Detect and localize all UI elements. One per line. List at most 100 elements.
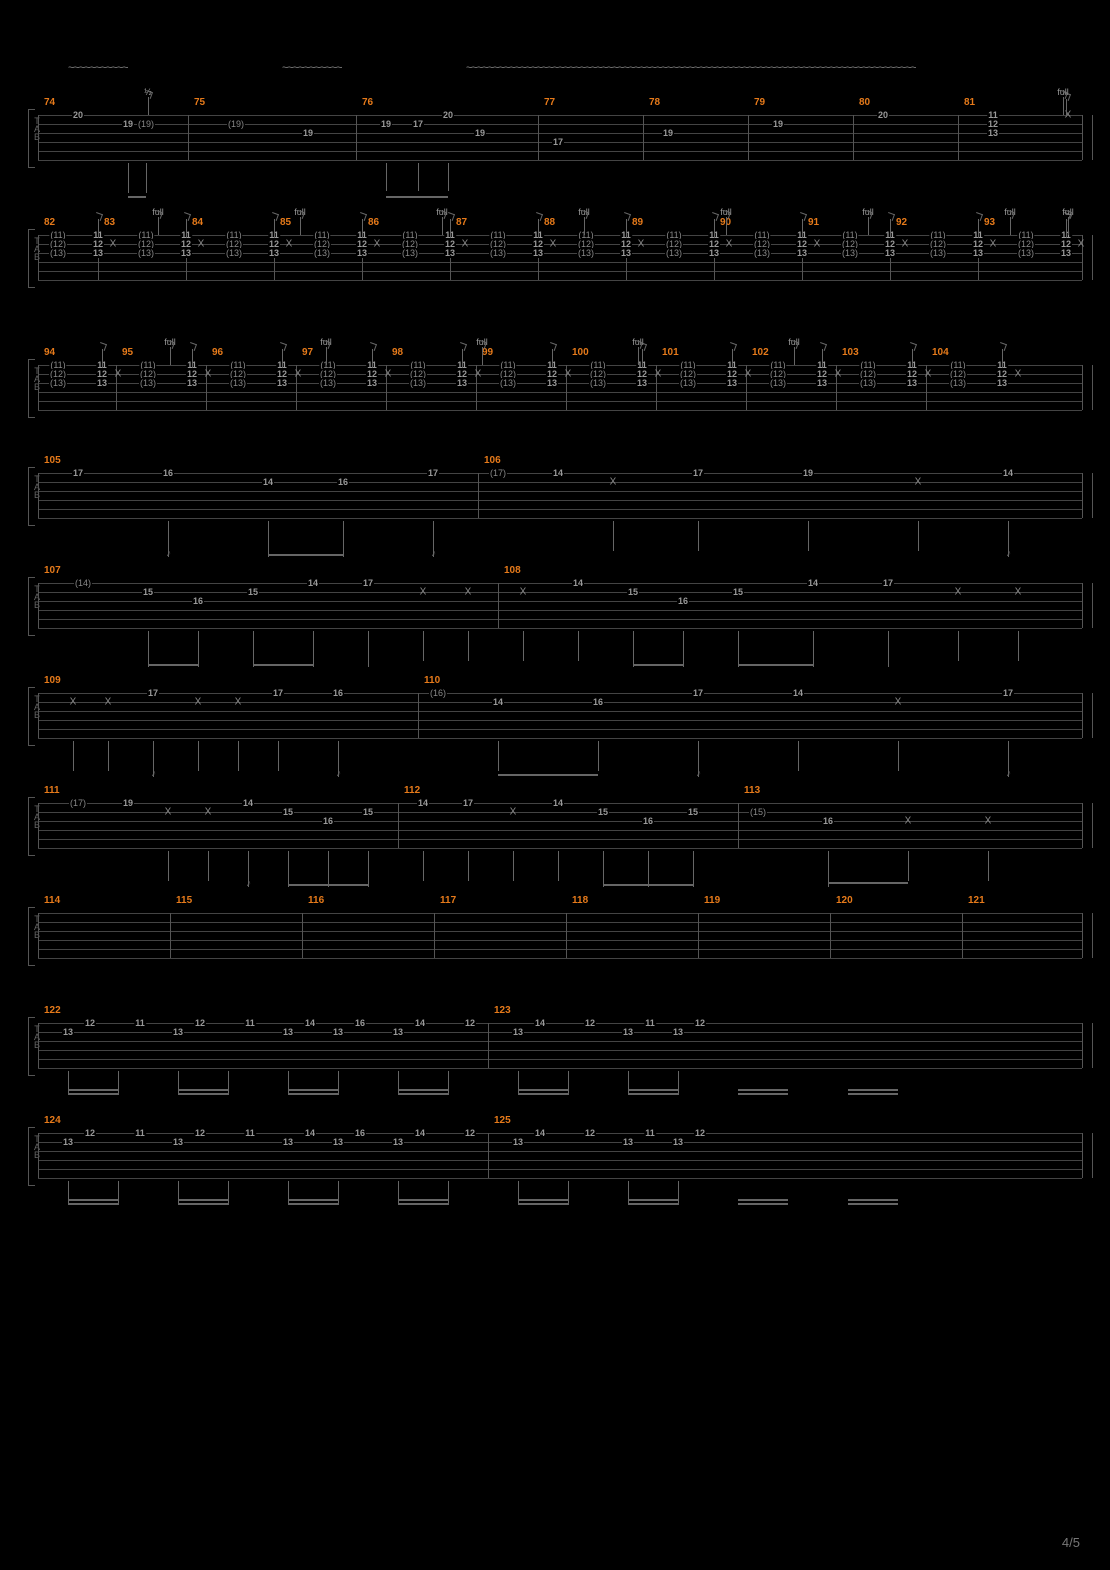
bend-arrow bbox=[170, 347, 171, 365]
beam bbox=[738, 1203, 788, 1205]
beam bbox=[68, 1203, 118, 1205]
fret-number: 16 bbox=[162, 468, 174, 478]
note-stem bbox=[198, 631, 199, 667]
muted-note: X bbox=[955, 587, 962, 598]
fret-number: 16 bbox=[354, 1018, 366, 1028]
muted-note: X bbox=[814, 239, 821, 250]
tab-page: ~~~~~~~~~~~~~~~~~~~~~~~~~~~~~~~~~~~~~~~~… bbox=[0, 0, 1110, 1570]
bend-arrow bbox=[1068, 217, 1069, 235]
staff-line bbox=[38, 410, 1082, 411]
grace-stem bbox=[362, 219, 363, 237]
tab-system: TAB109110XX17XX1716(16)14161714X17♪♪♪♪ bbox=[28, 675, 1082, 778]
fret-number: (13) bbox=[679, 378, 697, 388]
note-stem bbox=[118, 1071, 119, 1095]
measure-number: 86 bbox=[368, 217, 379, 228]
fret-number: (17) bbox=[69, 798, 87, 808]
fret-number: 16 bbox=[192, 596, 204, 606]
beam bbox=[738, 1199, 788, 1201]
note-stem bbox=[178, 1181, 179, 1205]
fret-number: 11 bbox=[134, 1128, 146, 1138]
fret-number: 16 bbox=[337, 477, 349, 487]
staff-line bbox=[38, 592, 1082, 593]
fret-number: 17 bbox=[362, 578, 374, 588]
vibrato-mark: ~~~~~~~~~~~~ bbox=[68, 62, 128, 74]
tab-staff: TAB107108(14)1516151417XXX141516151417XX bbox=[38, 583, 1082, 628]
barline bbox=[356, 115, 357, 160]
bend-arrow bbox=[300, 217, 301, 235]
tab-system: TAB949596979899100101102103104(11)11(12)… bbox=[28, 335, 1082, 450]
staff-line bbox=[38, 738, 1082, 739]
barline bbox=[698, 913, 699, 958]
fret-number: 13 bbox=[282, 1027, 294, 1037]
measure-number: 108 bbox=[504, 565, 521, 576]
muted-note: X bbox=[895, 697, 902, 708]
muted-note: X bbox=[465, 587, 472, 598]
measure-number: 98 bbox=[392, 347, 403, 358]
staff-line bbox=[38, 518, 1082, 519]
fret-number: 11 bbox=[134, 1018, 146, 1028]
fret-number: 14 bbox=[307, 578, 319, 588]
staff-line bbox=[38, 711, 1082, 712]
measure-number: 74 bbox=[44, 97, 55, 108]
barline bbox=[38, 365, 39, 410]
staff-line bbox=[38, 628, 1082, 629]
note-stem bbox=[128, 163, 129, 193]
measure-number: 89 bbox=[632, 217, 643, 228]
measure-number: 84 bbox=[192, 217, 203, 228]
note-stem bbox=[918, 521, 919, 551]
staff-line bbox=[38, 812, 1082, 813]
muted-note: X bbox=[385, 369, 392, 380]
tab-staff: TAB828384858687888990919293(11)11(12)12(… bbox=[38, 235, 1082, 280]
fret-number: (15) bbox=[749, 807, 767, 817]
fret-number: 15 bbox=[732, 587, 744, 597]
staff-line bbox=[38, 729, 1082, 730]
bend-arrow bbox=[158, 217, 159, 235]
fret-number: 13 bbox=[186, 378, 198, 388]
fret-number: (13) bbox=[409, 378, 427, 388]
note-stem bbox=[423, 851, 424, 881]
fret-number: 13 bbox=[268, 248, 280, 258]
note-stem bbox=[448, 1181, 449, 1205]
measure-number: 79 bbox=[754, 97, 765, 108]
measure-number: 103 bbox=[842, 347, 859, 358]
fret-number: 16 bbox=[332, 688, 344, 698]
note-stem bbox=[468, 851, 469, 881]
fret-number: 13 bbox=[906, 378, 918, 388]
muted-note: X bbox=[374, 239, 381, 250]
beam bbox=[848, 1093, 898, 1095]
fret-number: 19 bbox=[772, 119, 784, 129]
fret-number: 17 bbox=[552, 137, 564, 147]
measure-number: 91 bbox=[808, 217, 819, 228]
fret-number: (13) bbox=[859, 378, 877, 388]
tab-staff: TAB949596979899100101102103104(11)11(12)… bbox=[38, 365, 1082, 410]
muted-note: X bbox=[985, 816, 992, 827]
fret-number: (13) bbox=[1017, 248, 1035, 258]
staff-line bbox=[38, 821, 1082, 822]
note-stem bbox=[1018, 631, 1019, 661]
fret-number: 20 bbox=[877, 110, 889, 120]
tab-system: TAB828384858687888990919293(11)11(12)12(… bbox=[28, 205, 1082, 320]
note-stem bbox=[498, 741, 499, 771]
measure-number: 116 bbox=[308, 895, 324, 906]
fret-number: 19 bbox=[474, 128, 486, 138]
fret-number: (13) bbox=[139, 378, 157, 388]
fret-number: (14) bbox=[74, 578, 92, 588]
fret-number: 13 bbox=[532, 248, 544, 258]
grace-stem bbox=[714, 219, 715, 237]
note-stem bbox=[568, 1181, 569, 1205]
tab-clef: TAB bbox=[34, 237, 40, 261]
fret-number: 13 bbox=[172, 1027, 184, 1037]
beam bbox=[518, 1093, 568, 1095]
grace-stem bbox=[282, 349, 283, 367]
measure-number: 109 bbox=[44, 675, 61, 686]
note-stem bbox=[343, 521, 344, 557]
barline bbox=[1092, 583, 1093, 628]
staff-line bbox=[38, 1059, 1082, 1060]
beam bbox=[518, 1199, 568, 1201]
fret-number: 13 bbox=[62, 1137, 74, 1147]
beam bbox=[518, 1203, 568, 1205]
fret-number: 13 bbox=[796, 248, 808, 258]
note-stem bbox=[288, 1181, 289, 1205]
fret-number: 13 bbox=[392, 1137, 404, 1147]
bend-arrow bbox=[584, 217, 585, 235]
